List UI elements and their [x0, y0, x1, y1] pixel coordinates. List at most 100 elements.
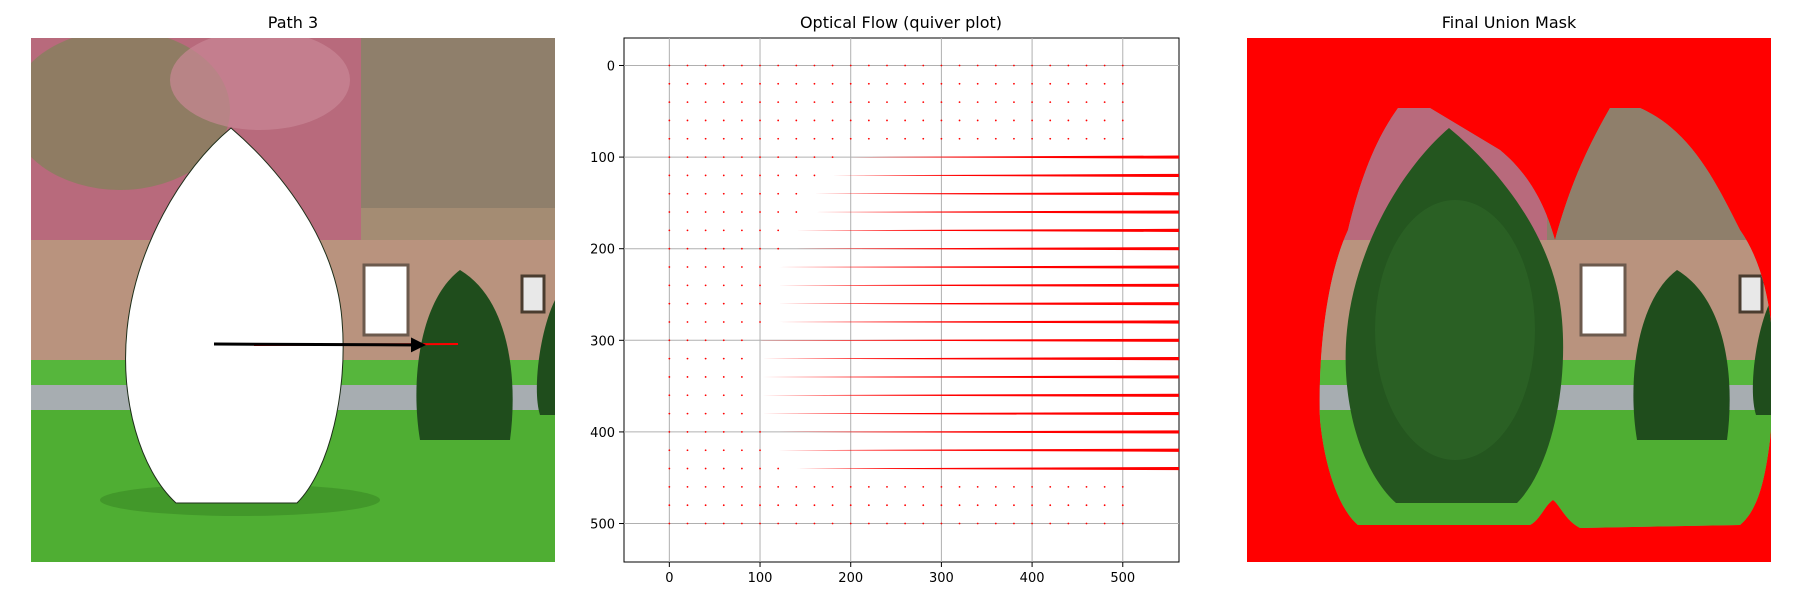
quiver-dot — [740, 302, 743, 305]
quiver-dot — [704, 321, 707, 323]
quiver-dot — [668, 101, 671, 104]
quiver-arrow — [760, 357, 1179, 361]
quiver-dot — [722, 174, 725, 177]
quiver-dot — [740, 229, 743, 232]
quiver-dot — [1013, 504, 1015, 507]
quiver-arrow — [796, 247, 1179, 251]
quiver-dot — [740, 174, 743, 177]
quiver-dot — [722, 522, 725, 525]
quiver-dot — [922, 119, 925, 122]
quiver-dot — [1031, 137, 1033, 140]
quiver-dot — [922, 64, 925, 67]
quiver-dot — [759, 174, 761, 177]
quiver-dot — [668, 467, 671, 470]
quiver-dot — [813, 485, 816, 488]
quiver-dot — [1013, 64, 1015, 67]
quiver-dot — [686, 137, 689, 140]
quiver-dot — [1103, 522, 1106, 525]
quiver-dot — [958, 137, 961, 140]
quiver-dot — [740, 119, 743, 122]
quiver-dot — [722, 137, 725, 140]
quiver-dot — [958, 64, 961, 67]
quiver-dot — [740, 247, 743, 250]
quiver-dot — [668, 522, 671, 525]
right-panel-image — [1247, 38, 1771, 562]
quiver-dot — [922, 522, 925, 525]
quiver-dot — [813, 137, 816, 140]
quiver-dot — [686, 119, 689, 122]
quiver-dot — [668, 376, 671, 378]
quiver-dot — [759, 192, 761, 195]
quiver-dot — [668, 302, 671, 305]
quiver-arrow — [814, 210, 1179, 214]
quiver-dot — [1085, 82, 1088, 85]
left-hedge-edge — [536, 300, 555, 415]
quiver-dot — [849, 485, 852, 488]
quiver-dot — [795, 82, 798, 85]
quiver-dot — [740, 101, 743, 104]
quiver-dot — [759, 504, 761, 507]
quiver-dot — [1013, 485, 1015, 488]
quiver-dot — [1121, 522, 1124, 525]
quiver-dot — [668, 339, 671, 342]
quiver-dot — [1031, 522, 1033, 525]
left-black-arrow — [213, 337, 426, 353]
quiver-dot — [722, 229, 725, 232]
quiver-dot — [867, 137, 870, 140]
quiver-arrow — [778, 265, 1179, 269]
quiver-dot — [668, 357, 671, 360]
quiver-dot — [722, 321, 725, 323]
quiver-dot — [1085, 137, 1088, 140]
quiver-dot — [994, 82, 997, 85]
quiver-dot — [668, 504, 671, 507]
quiver-dot — [686, 522, 689, 525]
quiver-dot — [686, 156, 689, 158]
quiver-dot — [1031, 485, 1033, 488]
quiver-dot — [777, 156, 780, 158]
quiver-axes — [623, 37, 1180, 563]
quiver-dot — [722, 266, 725, 268]
quiver-dot — [1121, 82, 1124, 85]
quiver-dot — [904, 137, 907, 140]
quiver-short-arrows — [668, 64, 1124, 525]
quiver-long-arrows — [760, 155, 1179, 471]
quiver-arrow — [778, 283, 1179, 287]
quiver-dot — [704, 449, 707, 452]
quiver-dot — [795, 64, 798, 67]
quiver-dot — [759, 82, 761, 85]
quiver-dot — [759, 211, 761, 213]
quiver-dot — [1067, 137, 1070, 140]
quiver-dot — [759, 284, 761, 287]
quiver-dot — [740, 522, 743, 525]
quiver-dot — [1085, 101, 1088, 104]
quiver-dot — [940, 485, 943, 488]
quiver-dot — [904, 64, 907, 67]
quiver-dot — [867, 64, 870, 67]
quiver-dot — [1067, 504, 1070, 507]
quiver-dot — [668, 119, 671, 122]
quiver-dot — [976, 64, 979, 67]
right-window-2 — [1738, 274, 1764, 314]
quiver-dot — [686, 174, 689, 177]
quiver-dot — [740, 82, 743, 85]
quiver-dot — [976, 504, 979, 507]
quiver-dot — [686, 64, 689, 67]
quiver-dot — [1085, 119, 1088, 122]
quiver-dot — [704, 504, 707, 507]
quiver-dot — [704, 137, 707, 140]
quiver-dot — [668, 192, 671, 195]
y-tick-label: 300 — [590, 334, 615, 349]
quiver-dot — [759, 431, 761, 433]
quiver-dot — [886, 82, 888, 85]
quiver-dot — [813, 101, 816, 104]
quiver-dot — [759, 522, 761, 525]
quiver-dot — [722, 247, 725, 250]
quiver-dot — [940, 522, 943, 525]
quiver-dot — [722, 412, 725, 415]
quiver-dot — [740, 339, 743, 342]
quiver-dot — [686, 302, 689, 305]
quiver-dot — [740, 192, 743, 195]
quiver-dot — [722, 101, 725, 104]
quiver-dot — [704, 376, 707, 378]
quiver-dot — [1121, 137, 1124, 140]
